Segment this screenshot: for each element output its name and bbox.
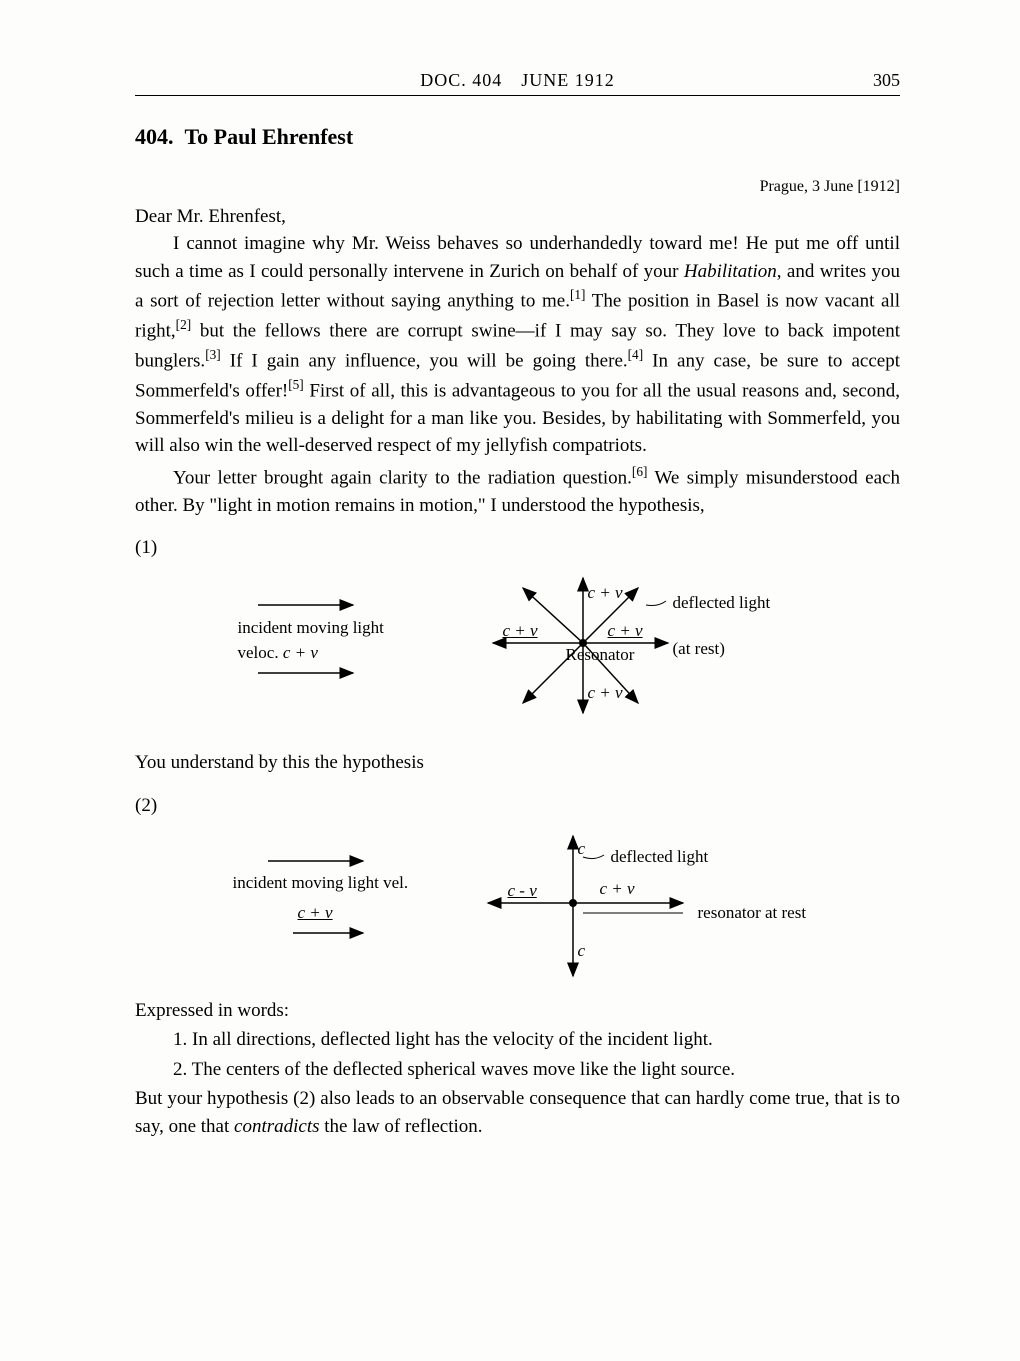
fig1-incident-line2: veloc. c + v: [238, 643, 318, 663]
mid-text: You understand by this the hypothesis: [135, 749, 900, 777]
page-number: 305: [840, 70, 900, 91]
list-item-2: 2. The centers of the deflected spherica…: [135, 1056, 900, 1084]
salutation: Dear Mr. Ehrenfest,: [135, 206, 900, 228]
fig1-veloc-text: veloc.: [238, 643, 283, 662]
figure-2: incident moving light vel. c + v c c c -…: [138, 821, 898, 991]
fig1-cv-right: c + v: [608, 621, 643, 641]
fig2-incident-cv: c + v: [298, 903, 333, 923]
fig2-cv-right: c + v: [600, 879, 635, 899]
fig1-incident-line1: incident moving light: [238, 618, 384, 638]
fig1-cv-down: c + v: [588, 683, 623, 703]
fig1-cv-left: c + v: [503, 621, 538, 641]
fig2-resonator: resonator at rest: [698, 903, 807, 923]
dateline: Prague, 3 June [1912]: [135, 178, 900, 196]
closing-paragraph: But your hypothesis (2) also leads to an…: [135, 1085, 900, 1140]
fig2-deflected: deflected light: [611, 847, 709, 867]
fig1-deflected: deflected light: [673, 593, 771, 613]
fig2-c-down: c: [578, 941, 586, 961]
page: DOC. 404 JUNE 1912 305 404. To Paul Ehre…: [0, 0, 1020, 1361]
paragraph-2: Your letter brought again clarity to the…: [135, 462, 900, 519]
paragraph-1: I cannot imagine why Mr. Weiss behaves s…: [135, 230, 900, 460]
footnote-3: [3]: [205, 347, 221, 362]
footnote-5: [5]: [288, 377, 304, 392]
footnote-2: [2]: [176, 317, 192, 332]
fig2-incident-line1: incident moving light vel.: [233, 873, 409, 893]
footnote-4: [4]: [628, 347, 644, 362]
footnote-6: [6]: [632, 464, 648, 479]
document-title: 404. To Paul Ehrenfest: [135, 124, 900, 150]
list-item-1: 1. In all directions, deflected light ha…: [135, 1026, 900, 1054]
para1-ital: Habilitation: [684, 261, 777, 282]
fig1-cv-1: c + v: [283, 643, 318, 662]
para2-text-a: Your letter brought again clarity to the…: [173, 467, 632, 488]
equation-number-2: (2): [135, 795, 900, 817]
figure-1: incident moving light veloc. c + v c + v…: [138, 563, 898, 743]
fig1-atrest: (at rest): [673, 639, 725, 659]
fig1-cv-up: c + v: [588, 583, 623, 603]
equation-number-1: (1): [135, 537, 900, 559]
closing-b: the law of reflection.: [320, 1116, 483, 1137]
para1-text-f: If I gain any influence, you will be goi…: [221, 350, 628, 371]
running-head: DOC. 404 JUNE 1912 305: [135, 70, 900, 96]
fig2-c-up: c: [578, 839, 586, 859]
footnote-1: [1]: [570, 287, 586, 302]
expressed-in-words: Expressed in words:: [135, 997, 900, 1025]
header-center: DOC. 404 JUNE 1912: [195, 70, 840, 91]
fig1-resonator: Resonator: [566, 645, 635, 665]
closing-ital: contradicts: [234, 1116, 320, 1137]
fig2-cmv: c - v: [508, 881, 537, 901]
